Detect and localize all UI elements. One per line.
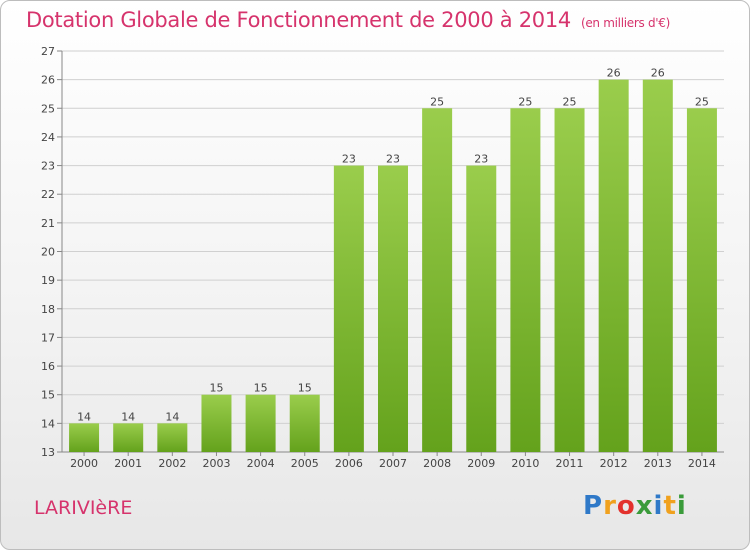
x-tick-label: 2007 bbox=[379, 457, 407, 470]
logo-letter: r bbox=[603, 491, 617, 521]
bar bbox=[289, 394, 320, 452]
x-tick-label: 2008 bbox=[423, 457, 451, 470]
bar-value-label: 15 bbox=[254, 382, 268, 395]
logo-letter: i bbox=[653, 491, 664, 521]
bar bbox=[69, 423, 100, 452]
bar bbox=[510, 108, 541, 453]
y-tick-label: 15 bbox=[41, 389, 55, 402]
x-tick-label: 2001 bbox=[114, 457, 142, 470]
x-tick-label: 2006 bbox=[335, 457, 363, 470]
bar-value-label: 25 bbox=[695, 95, 709, 108]
bar-value-label: 14 bbox=[121, 410, 135, 423]
bar-value-label: 26 bbox=[607, 67, 621, 80]
bar-value-label: 14 bbox=[165, 410, 179, 423]
bar bbox=[201, 394, 232, 452]
y-tick-label: 26 bbox=[41, 74, 55, 87]
tick-labels: 13 14 15 16 17 18 19 20 21 22 23 24 25 26 27 2000 2001 20… bbox=[41, 45, 716, 470]
bar bbox=[554, 108, 585, 453]
bar-value-label: 25 bbox=[563, 95, 577, 108]
y-tick-label: 16 bbox=[41, 360, 55, 373]
x-tick-label: 2014 bbox=[688, 457, 716, 470]
chart-title: Dotation Globale de Fonctionnement de 20… bbox=[26, 8, 670, 32]
x-tick-label: 2002 bbox=[158, 457, 186, 470]
y-tick-label: 25 bbox=[41, 102, 55, 115]
x-tick-label: 2000 bbox=[70, 457, 98, 470]
bar bbox=[642, 79, 673, 453]
bar bbox=[333, 165, 364, 453]
x-tick-label: 2005 bbox=[291, 457, 319, 470]
proxiti-logo: Proxiti bbox=[583, 491, 687, 521]
y-tick-label: 18 bbox=[41, 303, 55, 316]
bar bbox=[378, 165, 408, 453]
x-tick-label: 2009 bbox=[467, 457, 495, 470]
y-tick-label: 24 bbox=[41, 131, 55, 144]
bar bbox=[245, 394, 276, 452]
logo-letter: o bbox=[616, 491, 636, 521]
bar-value-label: 14 bbox=[77, 410, 91, 423]
bar bbox=[686, 108, 717, 453]
logo-letter: t bbox=[663, 491, 677, 521]
bar-value-label: 25 bbox=[430, 95, 444, 108]
bar-value-label: 15 bbox=[298, 382, 312, 395]
bar-value-label: 26 bbox=[651, 67, 665, 80]
bar bbox=[598, 79, 629, 453]
bar bbox=[157, 423, 188, 452]
y-tick-label: 17 bbox=[41, 331, 55, 344]
bar-value-label: 23 bbox=[474, 153, 488, 166]
logo-letter: P bbox=[583, 491, 604, 521]
x-tick-label: 2012 bbox=[600, 457, 628, 470]
bar-value-label: 15 bbox=[209, 382, 223, 395]
y-tick-label: 23 bbox=[41, 160, 55, 173]
y-tick-label: 13 bbox=[41, 446, 55, 459]
bar bbox=[466, 165, 497, 453]
bar-value-labels: 14 14 14 15 15 15 23 23 25 23 25 25 26 26 25 bbox=[77, 67, 709, 424]
x-tick-label: 2010 bbox=[511, 457, 539, 470]
y-tick-label: 20 bbox=[41, 246, 55, 259]
logo-letter: i bbox=[676, 491, 687, 521]
y-tick-label: 27 bbox=[41, 45, 55, 58]
bar-value-label: 25 bbox=[518, 95, 532, 108]
x-tick-label: 2003 bbox=[202, 457, 230, 470]
bars bbox=[69, 79, 717, 453]
bar-value-label: 23 bbox=[386, 153, 400, 166]
y-tick-label: 21 bbox=[41, 217, 55, 230]
bar bbox=[113, 423, 144, 452]
bar-value-label: 23 bbox=[342, 153, 356, 166]
y-tick-label: 22 bbox=[41, 188, 55, 201]
chart-subtitle: (en milliers d'€) bbox=[580, 16, 670, 30]
y-tick-label: 19 bbox=[41, 274, 55, 287]
x-tick-label: 2004 bbox=[247, 457, 275, 470]
y-tick-label: 14 bbox=[41, 417, 55, 430]
logo-letter: x bbox=[635, 491, 654, 521]
commune-name: LARIVIèRE bbox=[34, 497, 133, 519]
bar bbox=[422, 108, 453, 453]
chart-title-text: Dotation Globale de Fonctionnement de 20… bbox=[26, 8, 571, 32]
x-tick-label: 2013 bbox=[644, 457, 672, 470]
x-tick-label: 2011 bbox=[556, 457, 584, 470]
